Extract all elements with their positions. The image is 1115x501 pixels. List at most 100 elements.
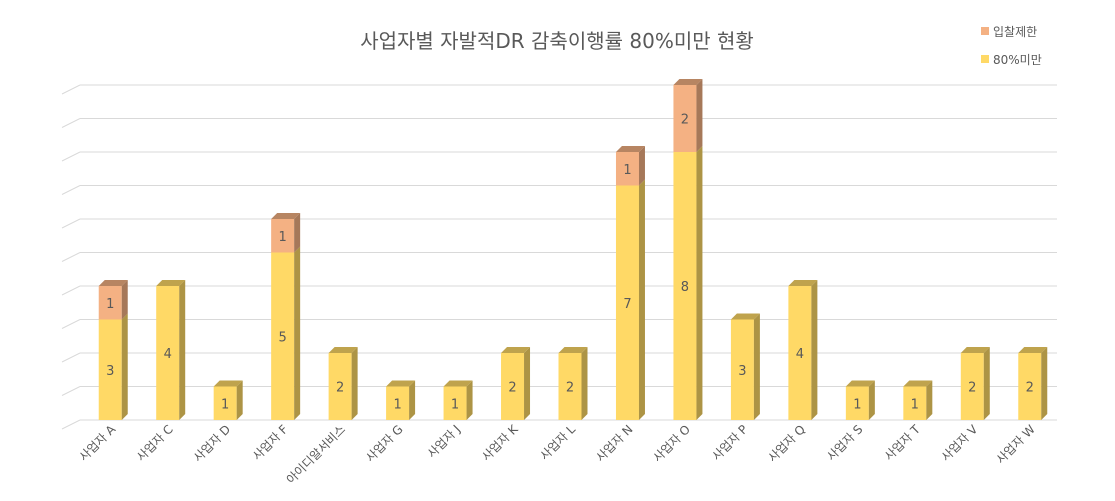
bar-segment-below-80: [960, 353, 984, 420]
bar-segment-below-80-top: [213, 380, 243, 387]
data-label: 1: [623, 163, 631, 178]
gridline-diagonal: [61, 118, 81, 128]
bar-group: 82: [673, 79, 703, 420]
data-label: 1: [853, 397, 861, 412]
bar-segment-below-80-top: [443, 380, 473, 387]
bar-group: 71: [615, 146, 645, 420]
bar-segment-below-80-side: [581, 347, 588, 420]
category-label: 사업자 D: [191, 422, 234, 465]
bar-segment-below-80-top: [960, 347, 990, 353]
category-label: 사업자 K: [479, 421, 521, 463]
category-label: 아이디알서비스: [284, 422, 349, 487]
gridline-diagonal: [61, 386, 81, 396]
category-label: 사업자 J: [425, 422, 464, 461]
bar-group: 1: [386, 380, 416, 420]
data-label: 1: [451, 397, 459, 412]
bar-segment-bid-restriction-top: [98, 280, 128, 286]
bar-segment-below-80-side: [466, 380, 473, 420]
bar-segment-below-80-top: [1018, 347, 1048, 353]
bar-segment-below-80-side: [236, 380, 243, 420]
gridline-diagonal: [61, 352, 81, 363]
bar-group: 2: [558, 347, 588, 420]
bar-segment-below-80-top: [501, 347, 531, 353]
bar-group: 4: [156, 280, 186, 420]
category-label: 사업자 S: [824, 422, 865, 463]
bar-group: 1: [903, 380, 933, 420]
gridline-diagonal: [61, 319, 81, 329]
bar-segment-below-80-side: [179, 280, 186, 420]
gridline-diagonal: [61, 419, 81, 430]
category-label: 사업자 Q: [765, 422, 808, 465]
bar-segment-below-80: [673, 152, 697, 420]
data-label: 2: [968, 381, 976, 396]
gridline-diagonal: [61, 84, 81, 95]
bar-segment-bid-restriction: [271, 219, 295, 253]
bar-segment-bid-restriction-side: [638, 146, 645, 186]
bar-segment-below-80-side: [638, 179, 645, 420]
bar-segment-below-80: [271, 252, 295, 420]
data-label: 2: [336, 381, 344, 396]
bar-segment-below-80-side: [696, 146, 703, 420]
bar-segment-below-80: [328, 353, 352, 420]
category-label: 사업자 N: [593, 422, 635, 464]
bar-segment-below-80: [98, 319, 122, 420]
bar-segment-below-80-side: [1041, 347, 1048, 420]
gridline-diagonal: [61, 185, 81, 195]
bar-segment-below-80: [386, 386, 410, 420]
bar-segment-bid-restriction-side: [294, 213, 301, 253]
data-label: 1: [221, 397, 229, 412]
data-label: 1: [279, 230, 287, 245]
data-label: 4: [164, 347, 172, 362]
bar-segment-below-80-side: [983, 347, 990, 420]
bar-group: 51: [271, 213, 301, 420]
bar-segment-below-80-side: [121, 313, 128, 420]
bar-segment-below-80-top: [845, 380, 875, 387]
bar-segment-below-80-side: [294, 246, 301, 420]
bar-segment-below-80-top: [903, 380, 933, 387]
bar-segment-below-80-top: [558, 347, 588, 353]
data-label: 5: [279, 330, 287, 345]
legend-label-bid-restriction: 입찰제한: [993, 25, 1037, 39]
bar-segment-below-80-side: [351, 347, 358, 420]
data-label: 1: [911, 397, 919, 412]
data-label: 4: [796, 347, 804, 362]
bar-segment-below-80: [443, 386, 467, 420]
bar-segment-bid-restriction-top: [673, 79, 703, 85]
bar-segment-below-80-top: [386, 380, 416, 387]
bar-group: 1: [845, 380, 875, 420]
chart-title: 사업자별 자발적DR 감축이행률 80%미만 현황: [360, 29, 754, 53]
category-label: 사업자 V: [939, 422, 981, 464]
bar-group: 3: [730, 313, 760, 420]
data-label: 8: [681, 280, 689, 295]
bar-group: 2: [1018, 347, 1048, 420]
data-label: 1: [106, 297, 114, 312]
bar-group: 4: [788, 280, 818, 420]
bar-segment-below-80-side: [868, 380, 875, 420]
bar-group: 2: [328, 347, 358, 420]
data-label: 2: [566, 381, 574, 396]
bar-segment-bid-restriction-side: [121, 280, 128, 320]
bar-segment-bid-restriction-top: [615, 146, 645, 152]
bar-segment-below-80-side: [753, 313, 760, 420]
legend-swatch-below-80: [981, 55, 989, 63]
gridline-diagonal: [61, 151, 81, 162]
bar-segment-below-80: [213, 386, 237, 420]
category-label: 사업자 W: [993, 422, 1038, 467]
bar-segment-below-80-top: [788, 280, 818, 286]
category-label: 사업자 P: [709, 422, 750, 463]
bar-segment-below-80: [730, 319, 754, 420]
data-label: 7: [623, 297, 631, 312]
bar-segment-below-80: [1018, 353, 1042, 420]
data-label: 2: [508, 381, 516, 396]
gridline-diagonal: [61, 218, 81, 229]
bar-segment-below-80-side: [524, 347, 531, 420]
bar-group: 31: [98, 280, 128, 420]
category-label: 사업자 G: [363, 422, 406, 465]
legend: 입찰제한 80%미만: [981, 25, 1042, 67]
legend-swatch-bid-restriction: [981, 27, 989, 35]
data-label: 3: [106, 364, 114, 379]
bar-segment-below-80: [156, 286, 180, 420]
